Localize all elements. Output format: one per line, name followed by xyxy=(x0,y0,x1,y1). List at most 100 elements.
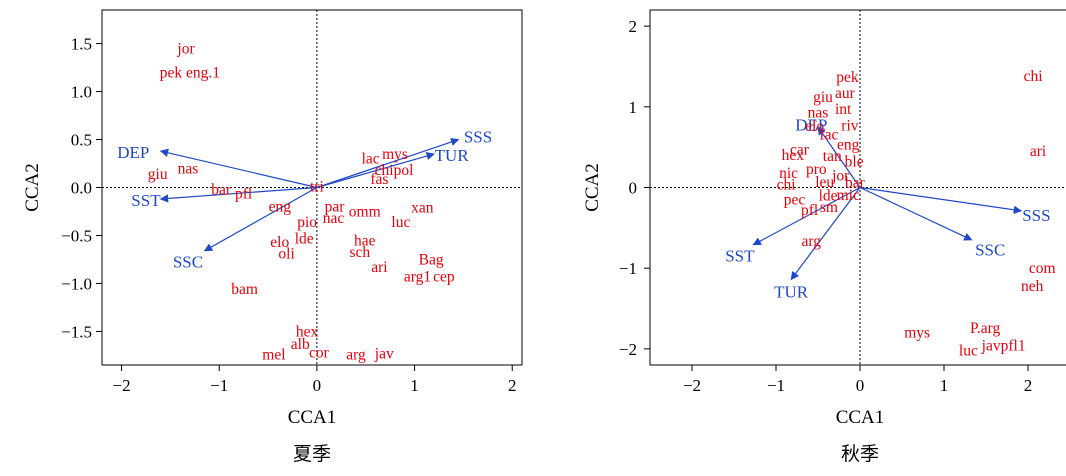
p1-species-label: car xyxy=(790,142,810,159)
p1-species-label: sm xyxy=(820,199,838,216)
p1-species-label: pro xyxy=(806,161,827,178)
p0-vector-arrow-ssc xyxy=(203,186,318,252)
p0-species-label: Bag xyxy=(419,251,444,268)
p0-species-label: nas xyxy=(178,160,199,177)
p0-species-label: fas xyxy=(370,171,388,188)
p1-species-label: javpfl1 xyxy=(981,338,1026,355)
p1-species-label: neh xyxy=(1021,278,1044,295)
p1-species-label: ari xyxy=(1030,143,1047,160)
p0-x-tick-label: −2 xyxy=(112,376,130,395)
p1-species-label: luc xyxy=(959,342,978,359)
p0-species-label: jor xyxy=(176,40,195,57)
p1-species-label: eng xyxy=(837,137,860,154)
p1-x-axis-label: CCA1 xyxy=(836,407,885,428)
p0-species-label: elo xyxy=(270,234,289,251)
p1-species-label: aur xyxy=(835,85,856,102)
p1-species-label: riv xyxy=(841,117,858,134)
p0-x-tick-label: 1 xyxy=(410,376,419,395)
p0-species-label: chipol xyxy=(375,162,414,179)
p0-x-tick-label: 0 xyxy=(313,376,322,395)
p0-species-label: mel xyxy=(262,346,285,363)
p1-species-label: mys xyxy=(904,325,930,342)
p1-vector-arrow-tur xyxy=(790,187,861,281)
p0-vector-label-tur: TUR xyxy=(435,146,470,165)
p0-x-axis-label: CCA1 xyxy=(288,407,337,428)
p0-species-label: luc xyxy=(391,214,410,231)
summer-cca-panel: −2 −1 0 1 2 −1.5 −1.0 −0.5 0.0 0.5 1.0 1.5 CCA1 CCA2 夏… xyxy=(22,9,523,465)
autumn-cca-panel: −2 −1 0 1 2 −2 −1 0 1 2 CCA1 CCA2 秋季 DEP SST SSC SSS TUR p… xyxy=(582,9,1066,465)
p1-y-axis-label: CCA2 xyxy=(582,163,603,212)
p1-species-label: chi xyxy=(1024,68,1044,85)
p0-species-label: pek eng.1 xyxy=(160,64,220,81)
p1-vector-arrow-dep xyxy=(817,126,861,188)
p0-vector-label-ssc: SSC xyxy=(173,252,203,271)
p0-species-label: hex xyxy=(296,323,319,340)
p0-x-tick-label: 2 xyxy=(508,376,517,395)
p1-y-tick-label: −1 xyxy=(619,259,637,278)
p0-species-label: nac xyxy=(323,210,345,227)
p1-species-label: fac xyxy=(819,126,838,143)
p0-species-label: cep xyxy=(433,269,455,286)
p0-species-label: par xyxy=(325,199,346,216)
p1-species-label: tan xyxy=(823,148,842,165)
p0-y-tick-label: 0.5 xyxy=(71,131,92,150)
p0-vector-label-sss: SSS xyxy=(464,128,492,147)
p0-species-label: pio xyxy=(297,214,317,231)
p1-species-label: pfl xyxy=(801,202,818,219)
p1-x-tick-label: 2 xyxy=(1024,376,1033,395)
p1-x-tick-label: 1 xyxy=(940,376,949,395)
p0-species-label: omm xyxy=(349,203,381,220)
p0-species-label: arg xyxy=(346,346,366,363)
p1-species-label: chi xyxy=(777,176,797,193)
p1-species-label: hex xyxy=(782,147,805,164)
p1-species-label: com xyxy=(1029,260,1056,277)
p1-species-label: pec xyxy=(784,192,806,209)
p0-y-tick-label: −1.0 xyxy=(61,274,92,293)
p1-species-label: pek xyxy=(836,69,859,86)
p1-x-tick-label: 0 xyxy=(856,376,865,395)
p0-species-label: arg1 xyxy=(404,269,431,286)
p0-species-label: alb xyxy=(291,336,310,353)
p1-species-label: arg xyxy=(802,233,822,250)
p1-vector-label-sst: SST xyxy=(725,246,755,265)
p0-species-label: mys xyxy=(382,146,408,163)
p0-species-label: bar xyxy=(211,181,232,198)
p0-x-tick-label: −1 xyxy=(210,376,228,395)
p1-species-label: P.arg xyxy=(970,320,1001,337)
p1-y-tick-label: 1 xyxy=(629,98,638,117)
p1-y-tick-label: 0 xyxy=(629,179,638,198)
p0-vector-label-dep: DEP xyxy=(117,143,149,162)
p0-vector-arrow-tur xyxy=(316,151,435,189)
p0-y-tick-label: 1.5 xyxy=(71,35,92,54)
p0-vector-arrow-dep xyxy=(159,148,318,189)
p0-y-tick-label: −1.5 xyxy=(61,322,92,341)
p0-species-label: lde xyxy=(295,230,314,247)
p1-species-label: bar xyxy=(845,175,866,192)
p0-vector-arrow-sst xyxy=(159,186,317,203)
p0-species-label: bam xyxy=(231,281,258,298)
p1-y-tick-label: −2 xyxy=(619,340,637,359)
p0-species-label: oli xyxy=(278,246,295,263)
p1-species-label: nic xyxy=(779,165,798,182)
p0-species-label: eng xyxy=(269,199,292,216)
p1-vector-label-ssc: SSC xyxy=(975,241,1005,260)
p1-y-tick-label: 2 xyxy=(629,17,638,36)
p1-vector-arrow-sss xyxy=(859,186,1023,214)
p1-species-label: giu xyxy=(813,89,833,106)
p1-vector-arrow-sst xyxy=(752,186,861,246)
p0-species-label: xan xyxy=(411,200,434,217)
p1-species-label: leu xyxy=(815,174,834,191)
p0-y-axis-label: CCA2 xyxy=(22,163,43,212)
p0-species-label: giu xyxy=(148,166,168,183)
p1-species-label: mic xyxy=(837,187,860,204)
p0-species-label: jav xyxy=(374,345,394,362)
p1-vector-label-sss: SSS xyxy=(1022,206,1050,225)
p0-species-label: ari xyxy=(371,259,388,276)
p0-vector-label-sst: SST xyxy=(131,191,161,210)
p1-species-label: ble xyxy=(845,154,864,171)
p0-y-tick-label: 0.0 xyxy=(71,179,92,198)
p1-x-tick-label: −2 xyxy=(683,376,701,395)
